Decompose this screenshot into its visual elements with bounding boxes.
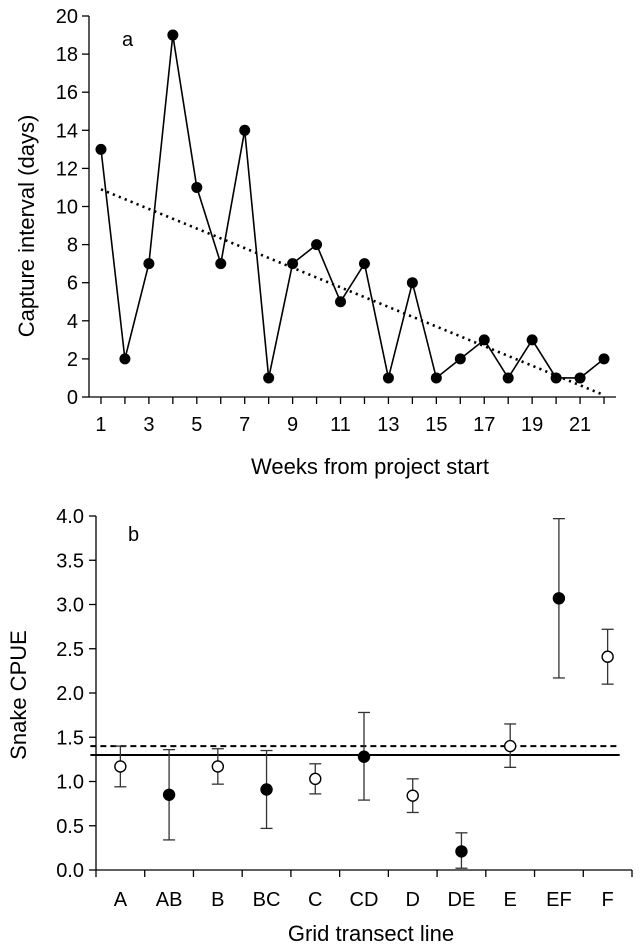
panel-b-x-tick-label: AB: [156, 889, 183, 911]
panel-a-series-line: [100, 34, 605, 380]
panel-a-data-point: [574, 372, 586, 384]
panel-a-data-point: [263, 372, 275, 384]
panel-a-x-tick-label: 3: [143, 414, 154, 436]
panel-a-data-point: [478, 334, 490, 346]
panel-b-open-data-point: [309, 772, 322, 786]
panel-b-y-tick-label: 1.0: [56, 772, 84, 794]
panel-a-x-tick-label: 17: [473, 414, 495, 436]
panel-a-x-tick-label: 5: [191, 414, 202, 436]
panel-a-data-point: [454, 353, 466, 365]
panel-b-y-tick-label: 2.5: [56, 639, 84, 661]
panel-a-y-tick-label: 0: [67, 387, 78, 409]
panel-a-y-tick-label: 4: [67, 311, 78, 333]
panel-b-x-tick-label: B: [211, 889, 224, 911]
panel-b-y-tick-label: 3.5: [56, 550, 84, 572]
panel-a-trendline: [100, 188, 605, 397]
panel-a-data-point: [502, 372, 514, 384]
panel-a-data-point: [143, 258, 155, 270]
panel-a-x-tick-label: 9: [287, 414, 298, 436]
panel-a-data-point: [167, 29, 179, 41]
panel-b-open-data-point: [211, 760, 225, 773]
panel-a-y-tick-label: 8: [67, 235, 78, 257]
panel-b-x-tick-label: D: [406, 889, 420, 911]
panel-a-x-axis-title: Weeks from project start: [251, 454, 489, 479]
panel-a-y-tick-label: 10: [56, 197, 78, 219]
panel-a-data-point: [287, 258, 299, 270]
panel-b-y-tick-label: 3.0: [56, 595, 84, 617]
panel-a-data-point: [550, 372, 562, 384]
panel-a-data-point: [598, 353, 610, 365]
panel-b-y-axis-title: Snake CPUE: [6, 630, 31, 760]
panel-a-data-point: [406, 277, 418, 289]
panel-a-y-tick-label: 12: [56, 158, 78, 180]
panel-a-data-point: [311, 239, 323, 251]
panel-a-x-tick-label: 1: [95, 414, 106, 436]
panel-a-data-point: [430, 372, 442, 384]
panel-a-data-point: [382, 372, 394, 384]
panel-a-x-tick-label: 13: [377, 414, 399, 436]
panel-a-label: a: [122, 29, 134, 51]
panel-a-x-tick-label: 7: [239, 414, 250, 436]
panel-b-open-data-point: [601, 650, 614, 663]
panel-b-open-data-point: [406, 789, 419, 802]
panel-a-x-tick-label: 19: [521, 414, 543, 436]
panel-b-filled-data-point: [357, 750, 371, 763]
panel-a-data-point: [239, 124, 251, 136]
panel-b-y-tick-label: 2.0: [56, 683, 84, 705]
panel-a-data-point: [526, 334, 538, 346]
panel-a-y-tick-label: 6: [67, 273, 78, 295]
panel-a-y-tick-label: 2: [67, 349, 78, 371]
panel-a-x-tick-label: 21: [569, 414, 591, 436]
panel-a-data-point: [95, 143, 107, 155]
panel-b-x-tick-label: DE: [448, 889, 476, 911]
panel-b-x-tick-label: BC: [253, 889, 281, 911]
panel-b-filled-data-point: [552, 592, 566, 605]
panel-b-x-axis-title: Grid transect line: [288, 921, 454, 946]
panel-b-filled-data-point: [455, 845, 468, 858]
panel-b-x-tick-label: EF: [546, 889, 572, 911]
panel-b-snake-cpue-chart: b Snake CPUE Grid transect line 0.0 0.5 1.…: [6, 506, 633, 946]
panel-b-y-tick-label: 4.0: [56, 506, 84, 528]
panel-b-x-tick-label: F: [602, 889, 614, 911]
panel-b-y-tick-label: 1.5: [56, 727, 84, 749]
panel-a-y-tick-label: 16: [56, 82, 78, 104]
panel-a-y-tick-label: 20: [56, 6, 78, 28]
panel-b-filled-data-point: [162, 788, 176, 801]
panel-b-y-tick-label: 0.0: [56, 860, 84, 882]
panel-b-x-tick-label: A: [114, 889, 128, 911]
panel-a-data-point: [335, 296, 347, 308]
panel-b-filled-data-point: [260, 783, 273, 796]
panel-b-label: b: [128, 524, 139, 546]
panel-a-y-tick-label: 14: [56, 120, 78, 142]
panel-a-y-tick-label: 18: [56, 44, 78, 66]
panel-a-data-point: [358, 258, 370, 270]
panel-a-capture-interval-chart: a Capture interval (days) Weeks from pro…: [14, 6, 616, 479]
panel-b-open-data-point: [503, 739, 517, 753]
panel-b-x-tick-label: CD: [350, 889, 379, 911]
panel-b-x-tick-label: C: [308, 889, 322, 911]
panel-a-x-tick-label: 11: [330, 414, 351, 436]
panel-a-data-point: [119, 353, 131, 365]
panel-b-x-tick-label: E: [504, 889, 517, 911]
panel-b-open-data-point: [114, 760, 127, 773]
panel-a-x-tick-label: 15: [425, 414, 447, 436]
panel-a-data-point: [191, 181, 203, 193]
panel-b-y-tick-label: 0.5: [56, 816, 84, 838]
panel-a-y-axis-title: Capture interval (days): [14, 115, 39, 338]
panel-a-data-point: [215, 258, 227, 270]
